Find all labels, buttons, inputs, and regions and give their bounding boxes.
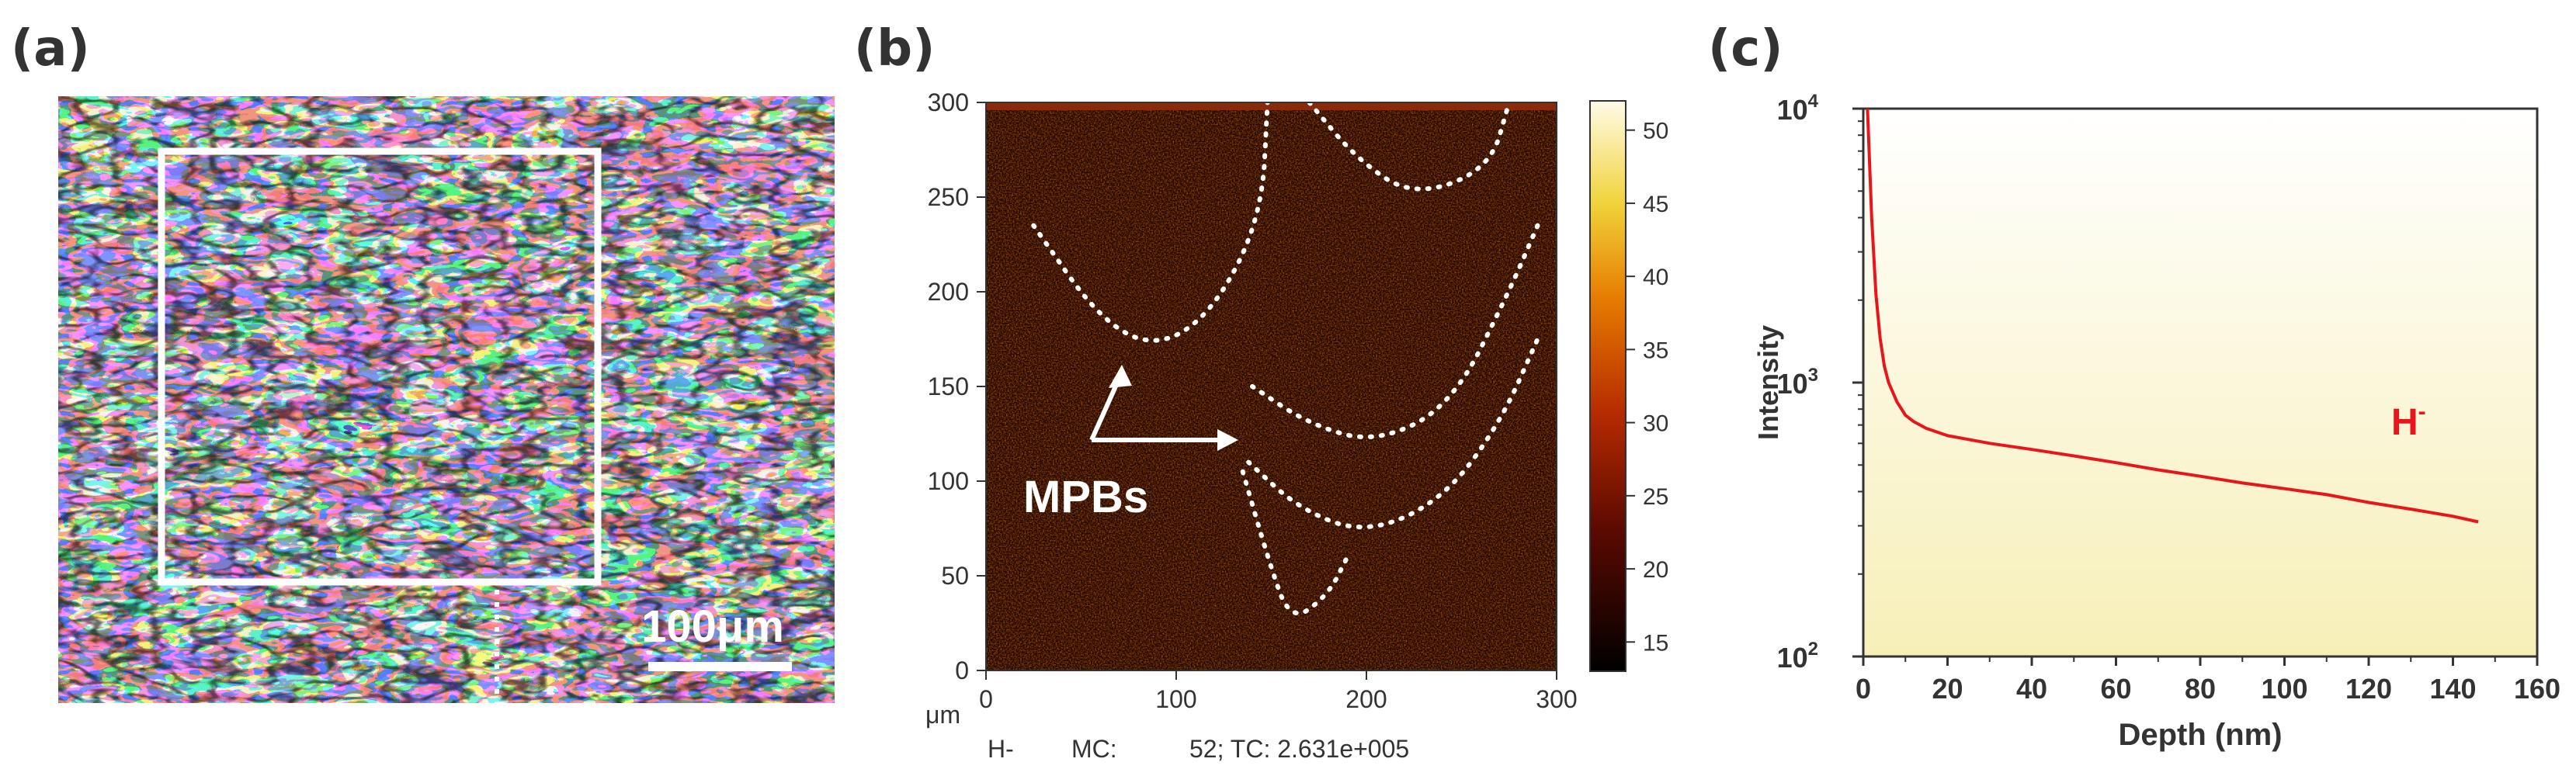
series-line-h-minus: [1866, 108, 2479, 524]
x-tick-label: 0: [1856, 673, 1871, 705]
y-tick-label: 300: [928, 88, 969, 116]
panel-label-a: (a): [11, 20, 90, 78]
heatmap-intensity-noise: [986, 102, 1557, 670]
series-label-h-minus: H-: [2391, 399, 2426, 443]
boundary-lines: [1031, 100, 1540, 616]
boundary-arc-4: [1246, 337, 1540, 530]
x-axis-label: Depth (nm): [2118, 718, 2282, 752]
colorbar-tick-label: 50: [1643, 119, 1668, 144]
y-tick-label: 100: [928, 467, 969, 495]
arrow-right-head: [1217, 429, 1238, 451]
y-tick-label: 250: [928, 183, 969, 211]
y-tick-label: 104: [1777, 91, 1819, 126]
unit-label: μm: [925, 701, 960, 729]
colorbar-tick-label: 35: [1643, 338, 1668, 363]
colorbar-tick-label: 25: [1643, 484, 1668, 510]
colorbar-tick-label: 15: [1643, 630, 1668, 656]
panel-label-b: (b): [854, 20, 936, 78]
y-tick-label: 200: [928, 278, 969, 306]
boundary-arc-1: [1031, 100, 1270, 343]
y-tick-label: 102: [1777, 639, 1818, 674]
heatmap-axes: 0 100 200 300 0 50 100 150 200 250 300: [928, 88, 1578, 713]
heatmap-top-edge: [986, 102, 1557, 110]
mpb-arrows: [1089, 365, 1238, 451]
scale-bar-label: 100μm: [641, 601, 784, 652]
boundary-arc-2: [1307, 100, 1512, 192]
x-tick-label: 0: [979, 685, 993, 713]
x-tick-label: 200: [1345, 685, 1387, 713]
ebsd-grain-boundaries: [58, 96, 835, 703]
y-tick-label: 50: [941, 562, 969, 590]
y-tick-label: 150: [928, 372, 969, 400]
x-tick-label: 20: [1932, 673, 1963, 705]
panel-label-c: (c): [1708, 20, 1783, 78]
colorbar-tick-label: 40: [1643, 265, 1668, 290]
panel-a: 100μm: [58, 96, 835, 703]
y-axis-label: Intensity: [1752, 325, 1784, 440]
panel-b: 0 100 200 300 0 50 100 150 200 250 300 MPBs 50 45 40…: [925, 88, 1668, 763]
x-tick-label: 60: [2100, 673, 2131, 705]
x-tick-label: 140: [2429, 673, 2476, 705]
scale-bar: [648, 662, 792, 671]
footer-species: H-: [988, 735, 1014, 763]
panel-c: 0 20 40 60 80 100 120 140 160 102 103 104 H- Intens…: [1752, 91, 2560, 752]
mpbs-annotation: MPBs: [1023, 472, 1148, 522]
x-tick-label: 100: [2261, 673, 2307, 705]
x-tick-label: 120: [2345, 673, 2392, 705]
y-tick-label: 0: [955, 656, 969, 684]
footer-mc-label: MC:: [1071, 735, 1117, 763]
line-plot-area: [1862, 107, 2539, 658]
colorbar-tick-label: 20: [1643, 557, 1668, 583]
x-tick-label: 40: [2016, 673, 2047, 705]
footer-mc-value: 52; TC: 2.631e+005: [1189, 735, 1409, 763]
x-tick-label: 300: [1536, 685, 1577, 713]
colorbar-tick-label: 30: [1643, 411, 1668, 437]
y-tick-label: 103: [1777, 365, 1818, 400]
colorbar-ticks: 50 45 40 35 30 25 20 15: [1626, 119, 1668, 656]
x-tick-label: 160: [2514, 673, 2560, 705]
arrow-up-head: [1109, 365, 1132, 388]
colorbar-tick-label: 45: [1643, 192, 1668, 217]
boundary-arc-3: [1250, 223, 1540, 440]
colorbar: [1589, 100, 1626, 672]
x-tick-label: 80: [2185, 673, 2216, 705]
line-axes: 0 20 40 60 80 100 120 140 160 102 103 104: [1777, 91, 2560, 705]
selection-box: [158, 147, 602, 586]
x-tick-label: 100: [1155, 685, 1196, 713]
